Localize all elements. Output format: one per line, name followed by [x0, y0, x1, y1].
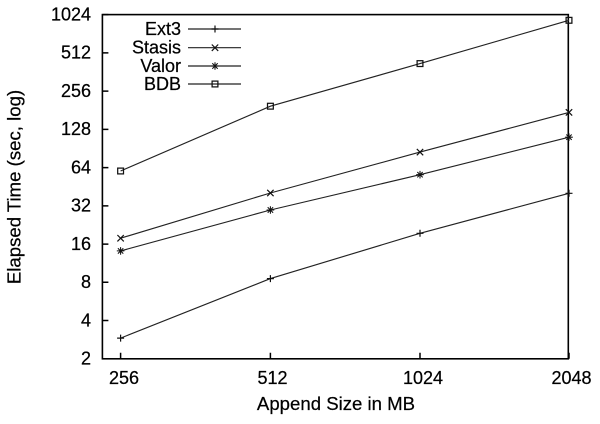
svg-text:16: 16 — [71, 234, 91, 254]
svg-text:64: 64 — [71, 157, 91, 177]
svg-text:128: 128 — [61, 119, 91, 139]
svg-text:4: 4 — [81, 310, 91, 330]
svg-text:8: 8 — [81, 272, 91, 292]
svg-text:1024: 1024 — [51, 4, 91, 24]
svg-text:256: 256 — [61, 81, 91, 101]
svg-text:Append Size in MB: Append Size in MB — [257, 393, 415, 414]
svg-text:512: 512 — [257, 368, 287, 388]
svg-text:2: 2 — [81, 349, 91, 369]
svg-text:32: 32 — [71, 196, 91, 216]
svg-text:BDB: BDB — [144, 74, 181, 94]
svg-text:Ext3: Ext3 — [145, 19, 181, 39]
svg-text:Stasis: Stasis — [132, 38, 181, 58]
svg-text:1024: 1024 — [403, 368, 443, 388]
svg-text:Elapsed Time (sec, log): Elapsed Time (sec, log) — [4, 90, 25, 284]
svg-text:256: 256 — [109, 368, 139, 388]
svg-text:512: 512 — [61, 43, 91, 63]
svg-text:2048: 2048 — [551, 368, 591, 388]
svg-text:Valor: Valor — [140, 56, 181, 76]
